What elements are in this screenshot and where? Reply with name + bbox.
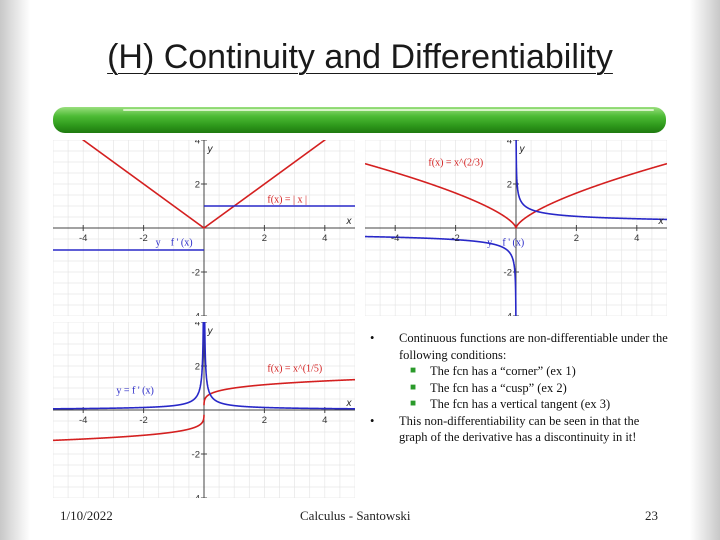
sub-bullet-square-icon: ■ (410, 381, 417, 393)
series-derivative-line (365, 235, 517, 316)
y-axis-label: y (207, 326, 214, 337)
series-function-line (81, 140, 327, 229)
slide-left-edge (0, 0, 30, 540)
sub-bullet-1: ■ The fcn has a “corner” (ex 1) (368, 363, 668, 380)
y-tick-label: -2 (504, 268, 512, 279)
graph-cusp-svg: -4 -2 2 4 4 2 -2 -4 x y f(x) = x^(2/3) y f ' (x) (365, 140, 667, 316)
series-label: f ' (x) (171, 238, 193, 249)
graph-vertical-tangent-svg: -4 -2 2 4 4 2 -2 -4 x y f(x) = x^(1/5) y = f ' (x) (53, 322, 355, 498)
x-axis-label: x (346, 398, 353, 409)
y-tick-label: 2 (195, 362, 200, 373)
y-axis-label: y (207, 144, 214, 155)
y-tick-label: 4 (507, 140, 512, 147)
y-tick-label: -4 (504, 312, 512, 317)
bullet-list: • Continuous functions are non-different… (368, 330, 668, 446)
x-tick-label: -2 (451, 233, 459, 244)
x-tick-label: -2 (139, 415, 147, 426)
y-tick-label: -4 (192, 312, 200, 317)
series-label: y = f ' (x) (116, 386, 153, 397)
series-label: f(x) = | x | (267, 195, 307, 206)
series-function-line (203, 378, 355, 406)
x-axis-label: x (658, 216, 665, 227)
y-tick-label: 4 (195, 322, 200, 329)
sub-bullet-3: ■ The fcn has a vertical tangent (ex 3) (368, 396, 668, 413)
footer-date: 1/10/2022 (60, 508, 113, 523)
graph-corner-abs: -4 -2 2 4 4 2 -2 -4 x y f(x) = | x | y f ' (x) (53, 140, 355, 316)
accent-bar-highlight (123, 109, 654, 111)
series-label: f(x) = x^(1/5) (267, 364, 322, 375)
x-tick-label: 2 (574, 233, 579, 244)
y-tick-label: -2 (192, 450, 200, 461)
x-tick-label: 2 (262, 415, 267, 426)
series-label: f(x) = x^(2/3) (428, 157, 483, 168)
x-tick-label: 2 (262, 233, 267, 244)
series-function-line (53, 414, 205, 442)
x-axis-label: x (346, 216, 353, 227)
slide-right-edge (690, 0, 720, 540)
bullet-1-text: Continuous functions are non-differentia… (399, 331, 668, 362)
y-tick-label: 2 (507, 180, 512, 191)
graph-corner-abs-svg: -4 -2 2 4 4 2 -2 -4 x y f(x) = | x | y f ' (x) (53, 140, 355, 316)
y-tick-label: -2 (192, 268, 200, 279)
slide-title-text: (H) Continuity and Differentiability (107, 38, 613, 76)
title-accent-bar (53, 107, 666, 133)
series-derivative-line (53, 322, 205, 410)
sub-bullet-2-text: The fcn has a “cusp” (ex 2) (430, 380, 567, 395)
sub-bullet-3-text: The fcn has a vertical tangent (ex 3) (430, 397, 611, 411)
bullet-1: • Continuous functions are non-different… (368, 330, 668, 363)
slide-title: (H) Continuity and Differentiability (40, 38, 680, 77)
footer-center: Calculus - Santowski (300, 508, 411, 523)
series-function-line (515, 162, 667, 229)
bullet-dot: • (370, 331, 375, 345)
x-tick-label: 4 (322, 415, 327, 426)
x-tick-label: -4 (391, 233, 399, 244)
sub-bullet-2: ■ The fcn has a “cusp” (ex 2) (368, 380, 668, 397)
y-tick-label: 4 (195, 140, 200, 147)
series-label: y (487, 238, 492, 249)
y-tick-label: -4 (192, 494, 200, 499)
x-tick-label: -2 (139, 233, 147, 244)
bullet-dot: • (370, 413, 375, 428)
footer-page-number: 23 (645, 508, 658, 523)
x-tick-label: -4 (79, 415, 87, 426)
series-label: y (156, 238, 161, 249)
graph-cusp: -4 -2 2 4 4 2 -2 -4 x y f(x) = x^(2/3) y f ' (x) (365, 140, 667, 316)
bullet-2: • This non-differentiability can be seen… (368, 413, 668, 446)
x-tick-label: -4 (79, 233, 87, 244)
y-axis-label: y (519, 144, 526, 155)
sub-bullet-square-icon: ■ (410, 365, 417, 376)
sub-bullet-square-icon: ■ (410, 398, 417, 409)
series-derivative-line (515, 140, 667, 221)
series-label: f ' (x) (502, 238, 524, 249)
graph-vertical-tangent: -4 -2 2 4 4 2 -2 -4 x y f(x) = x^(1/5) y = f ' (x) (53, 322, 355, 498)
x-tick-label: 4 (322, 233, 327, 244)
series-function-line (365, 162, 517, 229)
series-derivative-line (203, 322, 355, 410)
y-tick-label: 2 (195, 180, 200, 191)
x-tick-label: 4 (634, 233, 639, 244)
sub-bullet-1-text: The fcn has a “corner” (ex 1) (430, 364, 576, 378)
bullet-2-text: This non-differentiability can be seen i… (399, 413, 640, 445)
